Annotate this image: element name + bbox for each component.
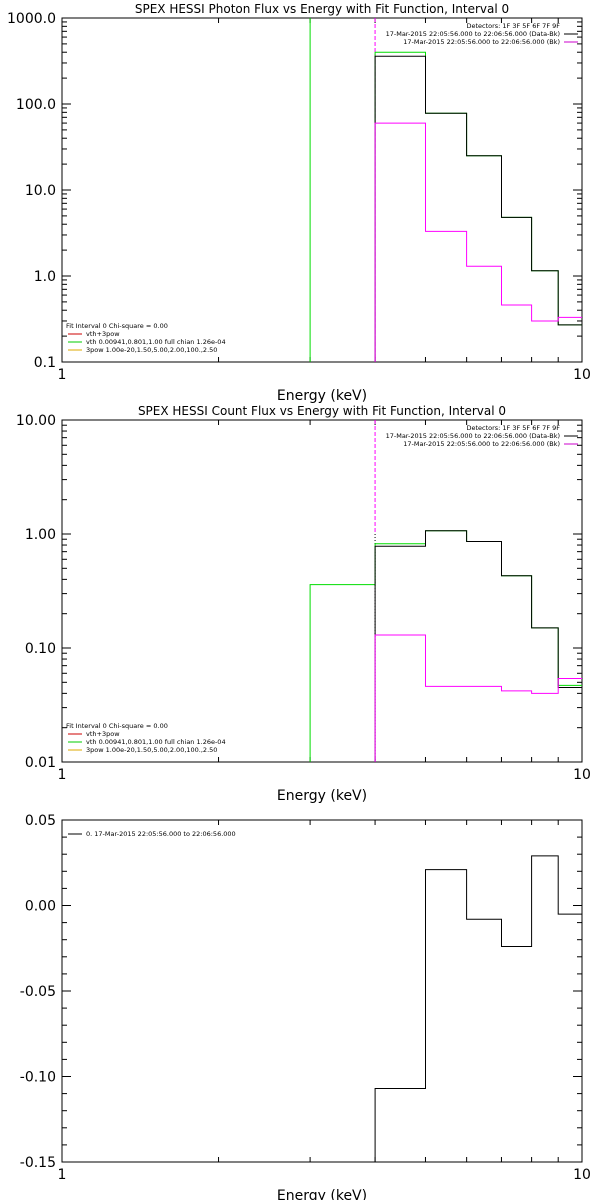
chart-title: SPEX HESSI Count Flux vs Energy with Fit… xyxy=(138,404,506,418)
x-tick-label: 1 xyxy=(58,1167,67,1183)
header-line-1: Detectors: 1F 3F 5F 6F 7F 9F xyxy=(466,424,560,432)
y-tick-label: 1000.0 xyxy=(7,11,56,27)
y-tick-label: 10.0 xyxy=(25,183,56,199)
series-1-histogram xyxy=(374,51,582,362)
y-tick-label: -0.10 xyxy=(20,1070,56,1086)
header-line-3: 17-Mar-2015 22:05:56.000 to 22:06:56.000… xyxy=(403,440,560,448)
series-2-histogram xyxy=(374,55,582,362)
legend-entry: 3pow 1.00e-20,1.50,5.00,2.00,100.,2.50 xyxy=(86,746,217,754)
y-tick-label: 1.00 xyxy=(25,527,56,543)
x-tick-label: 1 xyxy=(58,367,67,383)
header-line-1: Detectors: 1F 3F 5F 6F 7F 9F xyxy=(466,22,560,30)
y-tick-label: 10.00 xyxy=(16,413,56,429)
data-layer xyxy=(309,18,582,362)
y-tick-label: -0.05 xyxy=(20,984,56,1000)
chart-panel-2: SPEX HESSI Count Flux vs Energy with Fit… xyxy=(16,404,591,804)
data-layer xyxy=(309,420,582,762)
y-tick-label: 0.05 xyxy=(25,813,56,829)
series-2-histogram xyxy=(374,530,582,762)
legend-entry: 3pow 1.00e-20,1.50,5.00,2.00,100.,2.50 xyxy=(86,346,217,354)
x-axis-label: Energy (keV) xyxy=(277,388,367,404)
series-3-histogram xyxy=(374,122,582,362)
header-line-3: 17-Mar-2015 22:05:56.000 to 22:06:56.000… xyxy=(403,38,560,46)
x-tick-label: 10 xyxy=(573,1167,591,1183)
plot-frame xyxy=(61,17,583,363)
y-tick-label: 0.00 xyxy=(25,899,56,915)
plot-frame xyxy=(61,419,583,763)
legend-entry: vth 0.00941,0.801,1.00 full chian 1.26e-… xyxy=(86,338,226,346)
x-tick-label: 10 xyxy=(573,367,591,383)
legend-entry: 0. 17-Mar-2015 22:05:56.000 to 22:06:56.… xyxy=(86,830,236,838)
legend-entry: Fit Interval 0 Chi-square = 0.00 xyxy=(66,322,168,330)
series-1-histogram xyxy=(374,855,582,1162)
chart-title: SPEX HESSI Photon Flux vs Energy with Fi… xyxy=(135,2,509,16)
series-3-histogram xyxy=(374,634,582,762)
x-tick-label: 1 xyxy=(58,767,67,783)
series-1-histogram xyxy=(309,530,582,762)
y-tick-label: 1.0 xyxy=(34,269,56,285)
legend-entry: vth+3pow xyxy=(86,730,120,738)
x-axis-label: Energy (keV) xyxy=(277,788,367,804)
y-tick-label: 0.1 xyxy=(34,355,56,371)
header-line-2: 17-Mar-2015 22:05:56.000 to 22:06:56.000… xyxy=(386,432,560,440)
data-layer xyxy=(374,855,582,1162)
y-tick-label: -0.15 xyxy=(20,1155,56,1171)
y-tick-label: 100.0 xyxy=(16,97,56,113)
header-line-2: 17-Mar-2015 22:05:56.000 to 22:06:56.000… xyxy=(386,30,560,38)
legend-entry: vth+3pow xyxy=(86,330,120,338)
chart-panel-1: SPEX HESSI Photon Flux vs Energy with Fi… xyxy=(7,2,591,404)
chart-panel-3: -0.15 -0.10 -0.05 0.00 0.05 1 10 Energy (keV) 0.… xyxy=(20,813,591,1200)
x-tick-label: 10 xyxy=(573,767,591,783)
plot-frame xyxy=(61,819,583,1163)
x-axis-label: Energy (keV) xyxy=(277,1188,367,1200)
legend-entry: Fit Interval 0 Chi-square = 0.00 xyxy=(66,722,168,730)
legend-entry: vth 0.00941,0.801,1.00 full chian 1.26e-… xyxy=(86,738,226,746)
y-tick-label: 0.10 xyxy=(25,641,56,657)
y-tick-label: 0.01 xyxy=(25,755,56,771)
